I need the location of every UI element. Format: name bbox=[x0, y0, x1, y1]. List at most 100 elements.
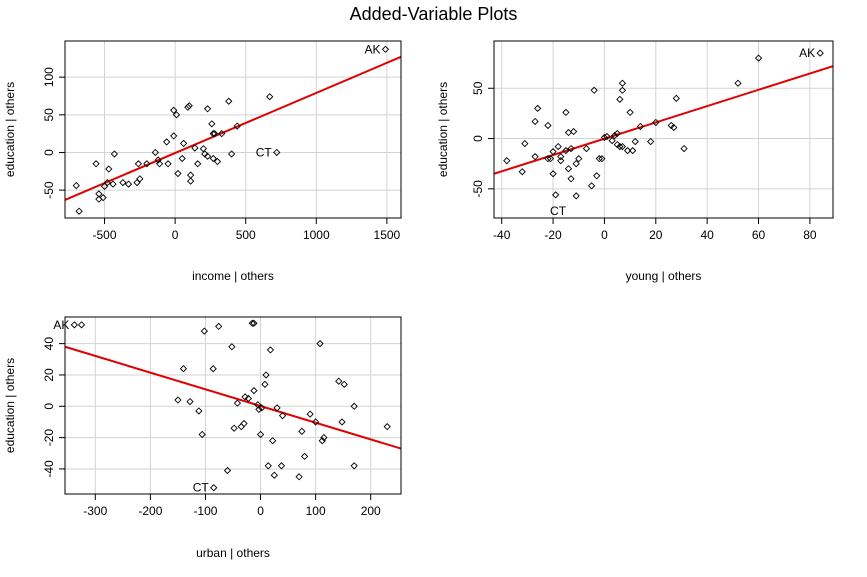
data-point bbox=[200, 327, 208, 335]
data-point bbox=[248, 319, 256, 327]
data-point bbox=[227, 150, 236, 158]
fit-line bbox=[493, 65, 834, 175]
y-tick-label: 50 bbox=[471, 81, 485, 95]
x-tick-label: -500 bbox=[93, 228, 117, 242]
x-tick-label: -300 bbox=[83, 504, 107, 518]
data-point bbox=[270, 471, 278, 479]
data-point bbox=[95, 190, 103, 198]
data-point bbox=[503, 157, 511, 165]
data-point bbox=[278, 412, 287, 420]
data-point bbox=[164, 160, 172, 168]
panel-3: -300 -200 -100 0 100 200-40-2002040AKCTurban … bbox=[3, 316, 402, 560]
data-point bbox=[618, 142, 627, 151]
data-point bbox=[136, 175, 144, 183]
data-point bbox=[143, 160, 151, 168]
x-tick-label: -200 bbox=[138, 504, 162, 518]
x-tick-label: 0 bbox=[172, 228, 179, 242]
y-tick-label: 50 bbox=[42, 108, 56, 122]
data-point bbox=[350, 402, 358, 410]
y-tick-label: -40 bbox=[42, 460, 56, 478]
data-point bbox=[311, 418, 320, 426]
data-point bbox=[350, 462, 358, 470]
data-point bbox=[754, 54, 763, 62]
data-point bbox=[178, 154, 186, 163]
data-point bbox=[154, 156, 162, 164]
data-point bbox=[316, 339, 324, 348]
x-tick-label: -40 bbox=[493, 228, 511, 242]
data-point bbox=[170, 132, 178, 140]
data-point bbox=[551, 191, 560, 199]
data-point bbox=[264, 462, 272, 470]
y-tick-label: 0 bbox=[471, 135, 485, 142]
data-point bbox=[72, 181, 80, 190]
data-point bbox=[233, 399, 242, 407]
data-point bbox=[203, 152, 212, 160]
data-point bbox=[652, 118, 660, 127]
data-point bbox=[629, 146, 637, 155]
plot-frame bbox=[64, 40, 402, 219]
data-point bbox=[670, 123, 678, 132]
data-point bbox=[618, 79, 627, 87]
x-axis-label: urban | others bbox=[196, 546, 270, 560]
data-point bbox=[575, 155, 583, 163]
data-point bbox=[631, 137, 639, 146]
point-label: AK bbox=[364, 42, 380, 56]
x-tick-label: 20 bbox=[649, 228, 663, 242]
point-label: AK bbox=[53, 318, 69, 332]
data-point bbox=[184, 103, 192, 111]
data-point bbox=[557, 157, 565, 165]
data-point bbox=[582, 144, 591, 153]
y-tick-label: 0 bbox=[42, 149, 56, 156]
data-point bbox=[295, 473, 303, 481]
data-point bbox=[340, 380, 348, 388]
data-point bbox=[213, 157, 222, 166]
data-point bbox=[77, 321, 86, 329]
data-point bbox=[306, 410, 314, 418]
data-point bbox=[209, 365, 217, 373]
data-point bbox=[105, 165, 113, 173]
data-point bbox=[211, 130, 219, 138]
data-point bbox=[208, 120, 216, 128]
data-point bbox=[600, 133, 609, 142]
y-tick-label: 40 bbox=[42, 337, 56, 351]
data-point bbox=[618, 86, 627, 94]
data-point bbox=[335, 377, 343, 385]
data-point bbox=[595, 155, 603, 163]
data-point bbox=[590, 86, 598, 94]
data-point bbox=[636, 122, 645, 131]
data-point bbox=[266, 93, 274, 101]
point-label: CT bbox=[256, 145, 273, 159]
data-point bbox=[531, 117, 539, 126]
data-point bbox=[557, 153, 565, 161]
data-point bbox=[564, 128, 573, 137]
data-point bbox=[531, 153, 539, 161]
data-point bbox=[611, 131, 619, 140]
data-point bbox=[383, 423, 391, 431]
data-point bbox=[258, 404, 266, 412]
data-point bbox=[75, 207, 83, 215]
data-point bbox=[567, 175, 575, 183]
data-point bbox=[549, 170, 557, 178]
data-point bbox=[218, 130, 226, 138]
x-axis-label: income | others bbox=[192, 269, 274, 283]
data-point bbox=[185, 102, 193, 110]
data-point bbox=[233, 122, 241, 130]
data-point bbox=[549, 147, 557, 156]
data-point bbox=[262, 371, 270, 379]
x-tick-label: 1500 bbox=[374, 228, 401, 242]
data-point bbox=[179, 365, 188, 373]
point-label: CT bbox=[193, 481, 210, 495]
data-point bbox=[250, 319, 258, 327]
y-tick-label: 0 bbox=[42, 403, 56, 410]
panel-2: -40 -20 0 20 40 60 80 -50 0 50 AK CT young | others e… bbox=[436, 40, 834, 283]
data-point bbox=[277, 462, 286, 470]
data-point bbox=[70, 321, 79, 329]
data-point bbox=[210, 484, 218, 492]
data-point bbox=[521, 139, 529, 148]
data-point bbox=[616, 142, 624, 151]
data-point bbox=[734, 79, 742, 87]
data-point bbox=[593, 172, 601, 180]
x-tick-label: 0 bbox=[257, 504, 264, 518]
data-point bbox=[174, 169, 182, 178]
data-point bbox=[228, 343, 236, 351]
